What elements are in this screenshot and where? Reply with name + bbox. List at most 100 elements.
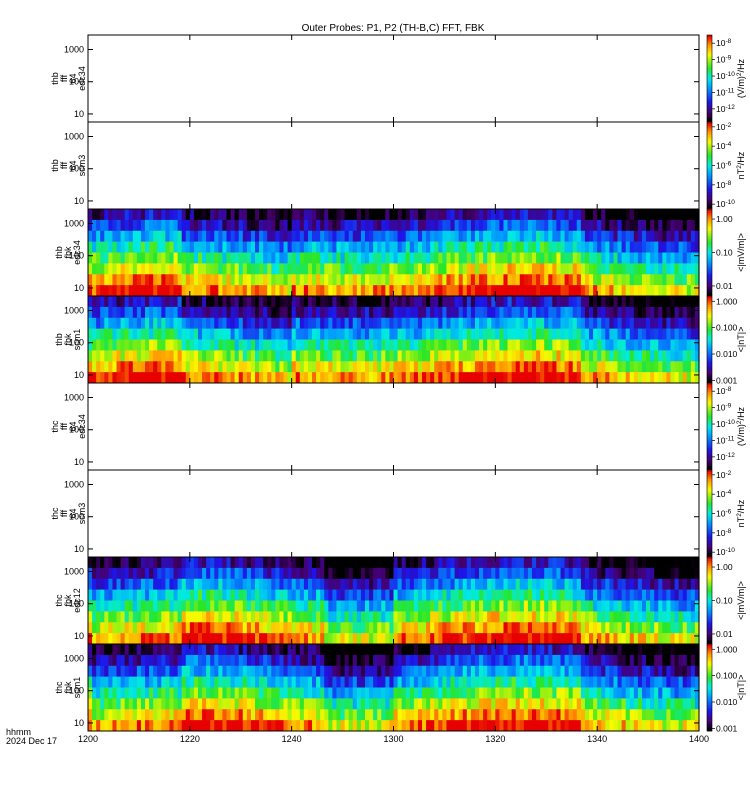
spectrogram-cell bbox=[650, 633, 655, 645]
spectrogram-cell bbox=[540, 665, 545, 677]
spectrogram-cell bbox=[544, 633, 549, 645]
spectrogram-cell bbox=[271, 252, 276, 264]
spectrogram-cell bbox=[495, 285, 500, 297]
spectrogram-cell bbox=[149, 372, 154, 384]
spectrogram-cell bbox=[462, 219, 468, 232]
spectrogram-cell bbox=[483, 665, 488, 677]
spectrogram-cell bbox=[682, 230, 688, 242]
colorbar-segment bbox=[707, 35, 712, 38]
spectrogram-cell bbox=[519, 578, 525, 590]
spectrogram-cell bbox=[336, 209, 342, 221]
spectrogram-cell bbox=[369, 698, 374, 710]
spectrogram-cell bbox=[116, 252, 122, 264]
spectrogram-cell bbox=[633, 622, 639, 634]
spectrogram-cell bbox=[222, 665, 228, 677]
spectrogram-cell bbox=[222, 361, 228, 373]
spectrogram-cell bbox=[234, 219, 240, 232]
spectrogram-cell bbox=[165, 557, 171, 569]
spectrogram-cell bbox=[487, 306, 492, 319]
spectrogram-cell bbox=[242, 285, 248, 297]
colorbar-segment bbox=[707, 150, 712, 153]
spectrogram-cell bbox=[140, 600, 146, 612]
spectrogram-cell bbox=[589, 578, 594, 590]
colorbar-segment bbox=[707, 189, 712, 192]
spectrogram-cell bbox=[145, 350, 150, 362]
colorbar-segment bbox=[707, 180, 712, 184]
spectrogram-cell bbox=[389, 633, 395, 645]
spectrogram-cell bbox=[503, 622, 509, 634]
spectrogram-cell bbox=[377, 589, 382, 601]
spectrogram-cell bbox=[621, 306, 627, 319]
spectrogram-cell bbox=[491, 622, 496, 634]
spectrogram-cell bbox=[662, 633, 668, 645]
y-tick-label: 100 bbox=[69, 425, 84, 435]
spectrogram-cell bbox=[625, 350, 631, 362]
spectrogram-cell bbox=[466, 720, 472, 732]
spectrogram-cell bbox=[112, 720, 118, 732]
spectrogram-cell bbox=[458, 339, 464, 351]
spectrogram-cell bbox=[499, 285, 505, 297]
spectrogram-cell bbox=[112, 698, 118, 710]
spectrogram-cell bbox=[299, 306, 305, 319]
spectrogram-cell bbox=[238, 676, 244, 688]
spectrogram-cell bbox=[250, 676, 256, 688]
spectrogram-cell bbox=[377, 296, 382, 308]
spectrogram-cell bbox=[165, 676, 171, 688]
spectrogram-cell bbox=[234, 622, 240, 634]
spectrogram-cell bbox=[556, 665, 562, 677]
spectrogram-cell bbox=[686, 339, 692, 351]
spectrogram-cell bbox=[92, 720, 97, 732]
spectrogram-cell bbox=[149, 339, 154, 351]
spectrogram-cell bbox=[124, 644, 130, 656]
spectrogram-cell bbox=[250, 622, 256, 634]
spectrogram-cell bbox=[385, 611, 391, 623]
spectrogram-cell bbox=[263, 567, 268, 580]
spectrogram-cell bbox=[287, 600, 293, 612]
spectrogram-cell bbox=[202, 709, 207, 721]
spectrogram-cell bbox=[218, 328, 224, 340]
spectrogram-cell bbox=[560, 665, 566, 677]
spectrogram-cell bbox=[507, 665, 513, 677]
spectrogram-cell bbox=[307, 306, 313, 319]
spectrogram-cell bbox=[263, 263, 268, 275]
spectrogram-cell bbox=[263, 622, 268, 634]
spectrogram-cell bbox=[466, 317, 472, 329]
spectrogram-cell bbox=[682, 317, 688, 329]
spectrogram-cell bbox=[291, 328, 297, 340]
spectrogram-cell bbox=[348, 306, 354, 319]
spectrogram-cell bbox=[210, 709, 215, 721]
spectrogram-cell bbox=[597, 252, 602, 264]
spectrogram-cell bbox=[621, 263, 627, 275]
colorbar-segment bbox=[707, 174, 712, 177]
spectrogram-cell bbox=[682, 209, 688, 221]
spectrogram-cell bbox=[250, 296, 256, 308]
spectrogram-cell bbox=[189, 589, 195, 601]
spectrogram-cell bbox=[515, 230, 521, 242]
spectrogram-cell bbox=[369, 611, 374, 623]
spectrogram-cell bbox=[593, 209, 598, 221]
spectrogram-cell bbox=[157, 285, 162, 297]
spectrogram-cell bbox=[100, 317, 105, 329]
spectrogram-cell bbox=[161, 589, 166, 601]
spectrogram-cell bbox=[356, 698, 362, 710]
spectrogram-cell bbox=[234, 241, 240, 253]
spectrogram-cell bbox=[161, 328, 166, 340]
spectrogram-cell bbox=[157, 720, 162, 732]
spectrogram-cell bbox=[548, 285, 553, 297]
spectrogram-cell bbox=[193, 263, 199, 275]
spectrogram-cell bbox=[157, 567, 162, 580]
spectrogram-cell bbox=[536, 578, 541, 590]
spectrogram-cell bbox=[136, 611, 142, 623]
spectrogram-cell bbox=[193, 317, 199, 329]
spectrogram-cell bbox=[279, 317, 285, 329]
spectrogram-cell bbox=[548, 709, 553, 721]
spectrogram-cell bbox=[234, 720, 240, 732]
spectrogram-cell bbox=[430, 219, 435, 232]
spectrogram-cell bbox=[694, 306, 700, 319]
spectrogram-cell bbox=[617, 285, 623, 297]
spectrogram-cell bbox=[185, 611, 191, 623]
spectrogram-cell bbox=[145, 622, 150, 634]
spectrogram-cell bbox=[605, 361, 610, 373]
spectrogram-cell bbox=[250, 654, 256, 667]
